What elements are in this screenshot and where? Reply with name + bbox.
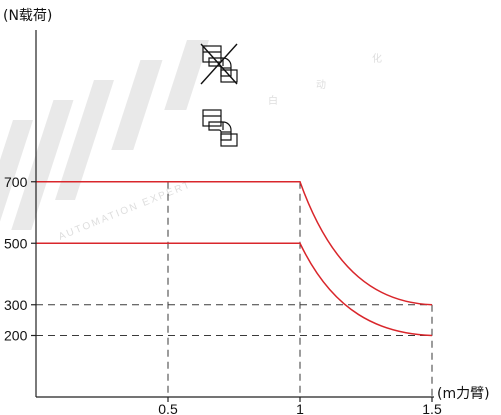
x-axis-label: (m力臂) <box>437 386 490 402</box>
series-lines <box>36 181 433 337</box>
series-line-500 <box>36 242 433 337</box>
y-axis-label: (N载荷) <box>3 8 52 24</box>
x-tick-label: 1.5 <box>422 401 442 415</box>
watermark-glyph: 化 <box>372 52 384 65</box>
series-line-700 <box>36 181 433 306</box>
watermark-bar <box>111 60 163 150</box>
y-tick-label: 700 <box>4 174 28 190</box>
y-tick-label: 500 <box>4 235 28 251</box>
x-tick-label: 1 <box>296 401 304 415</box>
legend-icons <box>200 43 238 147</box>
watermark-bar <box>55 80 115 200</box>
x-tick-label: 0.5 <box>158 401 178 415</box>
mounting-crossed-out-icon <box>200 43 238 85</box>
watermark-glyph: 白 <box>268 94 280 107</box>
y-tick-label: 300 <box>4 297 28 313</box>
watermark-bar <box>0 120 34 260</box>
watermark-glyph: 动 <box>316 79 328 91</box>
grid-lines <box>36 181 433 397</box>
y-tick-label: 200 <box>4 328 28 344</box>
watermark-bar <box>11 100 74 230</box>
mounting-icon <box>202 109 238 147</box>
watermark-bar <box>164 40 210 110</box>
tick-labels: 200 300 500 700 0.5 1 1.5 <box>4 174 442 415</box>
